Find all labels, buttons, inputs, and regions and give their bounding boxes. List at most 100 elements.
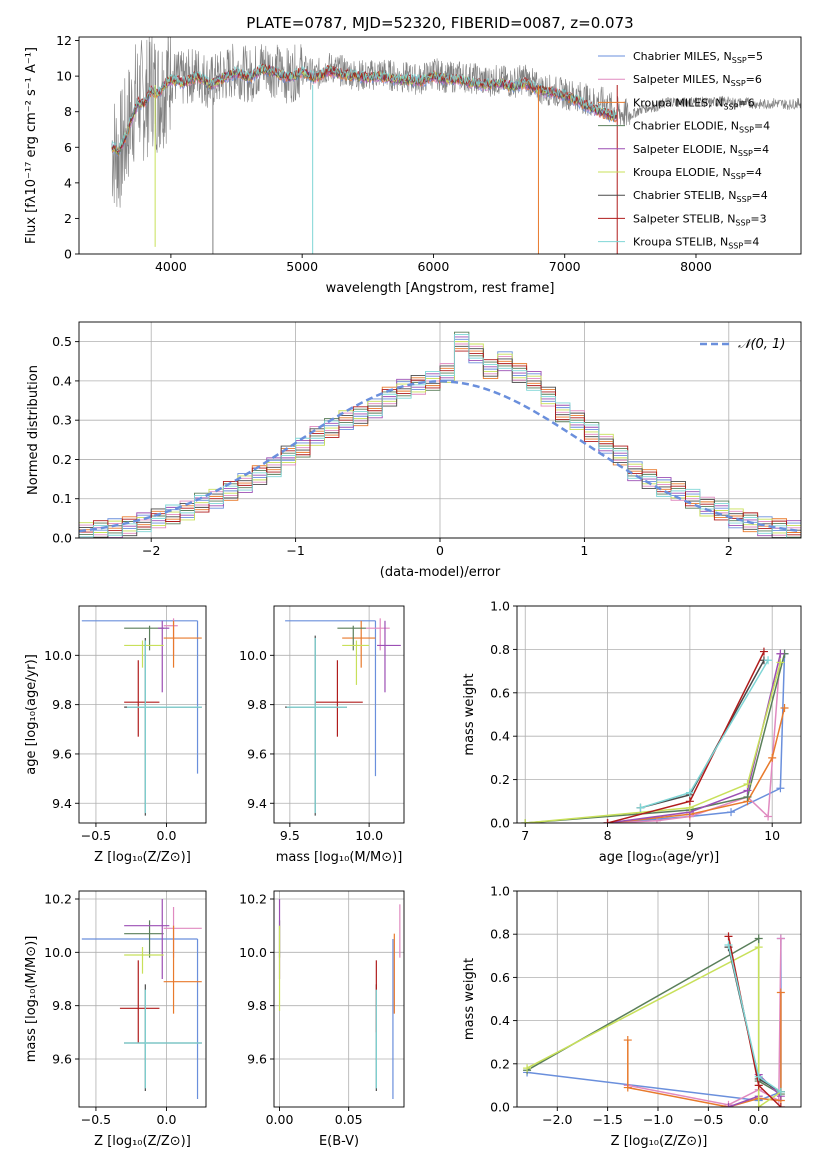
panel-weight-vs-Z: −2.0 −1.5 −1.0 −0.5 0.0 0.0 0.2 0.4 0.6 0.8 1.0 Z [… [462, 884, 802, 1149]
plot-area-mass-vs-ebv [278, 899, 401, 1099]
y-tick-label: 0.0 [490, 816, 510, 831]
axes-frame [78, 36, 802, 255]
legend-sub: SSP [739, 126, 754, 135]
errorbar-salpeter-stelib [119, 960, 160, 1043]
y-tick-label: 0.5 [52, 334, 72, 349]
weight-point-marker [776, 934, 785, 943]
plot-area-spectrum [111, 37, 801, 254]
spectrum-model-line [111, 63, 617, 153]
x-tick-label: −2 [142, 543, 160, 558]
y-tick-label: 0.8 [490, 927, 510, 942]
y-tick-label: 0.3 [52, 413, 72, 428]
weight-line [627, 992, 782, 1107]
y-tick-label: 9.8 [52, 998, 72, 1013]
y-tick-label: 10.2 [239, 892, 267, 907]
axes-frame [78, 605, 207, 824]
y-tick-label: 0.2 [490, 1056, 510, 1071]
errorbar-kroupa-stelib [286, 638, 347, 814]
x-tick-label: 7 [521, 828, 529, 843]
errorbar-kroupa-elodie [124, 640, 164, 668]
axes-frame [516, 605, 802, 824]
plot-area-mass-vs-Z [81, 899, 202, 1099]
weight-series-kroupa-elodie [521, 658, 785, 823]
errorbar-chabrier-miles [285, 620, 377, 777]
legend-sub: SSP [738, 149, 753, 158]
x-tick-label: 0.00 [266, 1112, 294, 1127]
x-tick-label: −1.5 [592, 1112, 622, 1127]
weight-point-marker [685, 797, 694, 806]
y-axis-label: mass [log₁₀(M/M⊙)] [24, 936, 39, 1063]
errorbar-chabrier-miles [81, 938, 199, 1099]
plot-area-age-vs-Z [81, 618, 202, 816]
y-tick-label: 0.6 [490, 970, 510, 985]
weight-point-marker [636, 803, 645, 812]
errorbar-kroupa-stelib [124, 989, 202, 1089]
legend-count: =4 [746, 166, 762, 179]
errorbar-kroupa-elodie [342, 640, 370, 685]
panel-mass-vs-ebv: 0.00 0.05 9.6 9.8 10.0 10.2 E(B-V) [239, 890, 405, 1149]
weight-line [525, 653, 786, 823]
legend-count: =6 [738, 96, 754, 109]
panel-residuals: −2 −1 0 1 2 0.0 0.1 0.2 0.3 0.4 0.5 (data-model)/er… [26, 321, 802, 580]
x-axis-label: Z [log₁₀(Z/Z⊙)] [611, 1134, 708, 1149]
legend-label: Salpeter MILES, NSSP=6 [633, 73, 762, 88]
legend-sub: SSP [731, 172, 746, 181]
legend-label: Kroupa STELIB, NSSP=4 [633, 236, 759, 251]
errorbar-salpeter-stelib [315, 660, 363, 737]
panel-mass-vs-Z: −0.5 0.0 9.6 9.8 10.0 10.2 Z [log₁₀(Z/Z⊙)] mass… [24, 890, 207, 1149]
legend-sub: SSP [728, 242, 743, 251]
weight-point-marker [776, 649, 785, 658]
weight-point-marker [743, 779, 752, 788]
histogram-step-chabrier-stelib [79, 345, 801, 538]
axes-frame [273, 605, 405, 824]
y-tick-label: 0.4 [490, 1013, 510, 1028]
x-tick-label: 7000 [549, 259, 581, 274]
y-axis-label: Flux [fλ10⁻¹⁷ erg cm⁻² s⁻¹ A⁻¹] [24, 47, 39, 244]
x-tick-label: −0.5 [81, 828, 111, 843]
weight-point-marker [776, 1103, 785, 1107]
y-tick-label: 0.0 [490, 1100, 510, 1115]
weight-series-kroupa-stelib [636, 656, 773, 812]
histogram-step-salpeter-miles [79, 343, 801, 536]
x-tick-label: 0.0 [157, 828, 177, 843]
x-tick-label: 8 [604, 828, 612, 843]
weight-point-marker [764, 812, 773, 821]
legend-label: Salpeter STELIB, NSSP=3 [633, 212, 767, 227]
legend-count: =4 [754, 120, 770, 133]
weight-point-marker [521, 819, 530, 823]
x-tick-label: −1 [286, 543, 304, 558]
weight-point-marker [780, 703, 789, 712]
x-tick-label: 10 [764, 828, 780, 843]
y-tick-label: 0.4 [52, 373, 72, 388]
y-tick-label: 0.2 [490, 772, 510, 787]
weight-line [525, 662, 782, 823]
legend-sub: SSP [737, 195, 752, 204]
panels: 4000 5000 6000 7000 8000024681012wavelength … [24, 33, 802, 1149]
x-tick-label: −0.5 [81, 1112, 111, 1127]
y-tick-label: 9.8 [247, 697, 267, 712]
legend-label: Salpeter ELODIE, NSSP=4 [633, 143, 769, 158]
y-tick-label: 0.1 [52, 491, 72, 506]
figure-title: PLATE=0787, MJD=52320, FIBERID=0087, z=0… [246, 14, 633, 32]
y-tick-label: 9.6 [52, 746, 72, 761]
weight-point-marker [776, 1087, 785, 1096]
y-tick-label: 10.0 [239, 945, 267, 960]
legend-sub: SSP [723, 102, 738, 111]
weight-point-marker [764, 656, 773, 665]
y-tick-label: 8 [64, 104, 72, 119]
legend-count: =4 [753, 143, 769, 156]
weight-point-marker [754, 934, 763, 943]
legend-count: =3 [750, 212, 766, 225]
legend-sub: SSP [731, 79, 746, 88]
y-tick-label: 0.8 [490, 642, 510, 657]
y-tick-label: 9.4 [247, 796, 267, 811]
x-tick-label: 6000 [418, 259, 450, 274]
x-axis-label: (data-model)/error [380, 565, 501, 580]
errorbar-kroupa-miles [163, 925, 202, 1014]
gaussian-reference-curve [79, 380, 801, 533]
x-tick-label: 9.5 [280, 828, 300, 843]
errorbar-salpeter-stelib [124, 660, 160, 737]
plot-area-weight-vs-age [521, 647, 789, 823]
y-tick-label: 12 [56, 33, 72, 48]
